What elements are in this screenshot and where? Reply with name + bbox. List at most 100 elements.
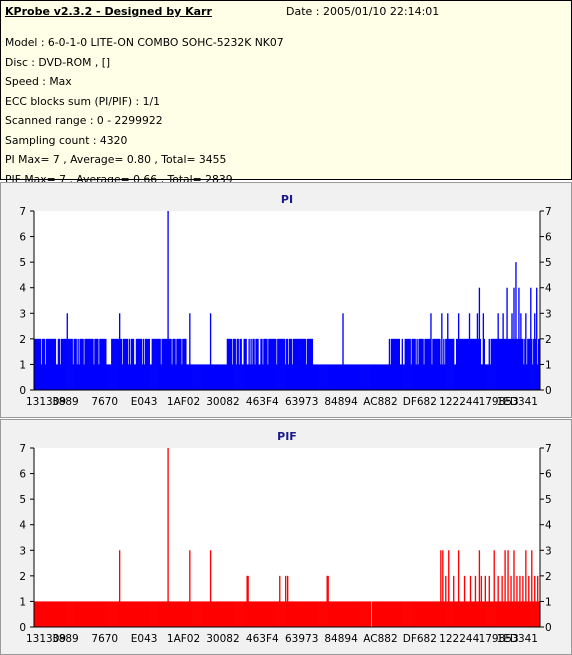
pif-bar xyxy=(58,601,61,627)
pif-bar xyxy=(273,601,275,627)
pif-bar xyxy=(310,601,313,627)
pi-bar xyxy=(326,364,328,390)
pi-x-tick-label: 7670 xyxy=(91,396,118,408)
pi-bar xyxy=(469,338,472,390)
pif-bar xyxy=(107,601,109,627)
pi-y-tick-label: 7 xyxy=(19,206,26,218)
pi-bar xyxy=(147,338,149,390)
pif-bar xyxy=(427,601,429,627)
pi-bar xyxy=(414,338,416,390)
pi-bar xyxy=(341,364,343,390)
pi-bar xyxy=(158,338,160,390)
pif-bar xyxy=(320,601,322,627)
pif-bar xyxy=(102,601,104,627)
pi-bar xyxy=(191,364,193,390)
pi-bar xyxy=(472,338,475,390)
pif-bar xyxy=(297,601,300,627)
pi-bar xyxy=(460,338,463,390)
pi-bar xyxy=(285,364,287,390)
pif-bar xyxy=(395,601,398,627)
pif-bar xyxy=(99,601,101,627)
pi-bar xyxy=(209,313,212,390)
pi-bar xyxy=(444,364,446,390)
pif-bar xyxy=(343,601,345,627)
pi-bar xyxy=(517,338,519,390)
pif-bar xyxy=(382,601,385,627)
pif-bar xyxy=(356,601,358,627)
pi-bar xyxy=(34,338,36,390)
pif-y-tick-label: 4 xyxy=(19,520,26,532)
pi-bar xyxy=(404,338,406,390)
pif-bar xyxy=(142,601,145,627)
pi-bar xyxy=(405,338,407,390)
pif-bar xyxy=(71,601,73,627)
pif-bar xyxy=(372,601,375,627)
pif-bar xyxy=(340,601,342,627)
pi-bar xyxy=(353,364,355,390)
pi-bar xyxy=(219,364,222,390)
pif-bar xyxy=(123,601,126,627)
pi-bar xyxy=(524,338,526,390)
pi-bar xyxy=(114,338,116,390)
pi-bar xyxy=(151,338,153,390)
pif-bar xyxy=(512,601,514,627)
pif-bar xyxy=(151,601,153,627)
pi-bar xyxy=(490,338,492,390)
pi-bar xyxy=(378,364,381,390)
pif-bar xyxy=(256,601,258,627)
pi-bar xyxy=(344,364,346,390)
pi-bar xyxy=(132,338,135,390)
pi-bar xyxy=(256,338,258,390)
pif-bar xyxy=(530,601,532,627)
pif-bar xyxy=(202,601,204,627)
pif-bar xyxy=(344,601,346,627)
pi-bar xyxy=(168,338,170,390)
pi-bar xyxy=(108,364,110,390)
pi-bar xyxy=(73,338,75,390)
pi-bar xyxy=(252,338,254,390)
pif-bar xyxy=(321,601,323,627)
pif-bar xyxy=(507,550,509,627)
pi-bar xyxy=(127,364,130,390)
pif-bar xyxy=(474,575,477,627)
pi-bar xyxy=(71,338,73,390)
pi-bar xyxy=(111,338,113,390)
pi-bar xyxy=(362,364,364,390)
pif-bar xyxy=(203,601,206,627)
pif-bar xyxy=(215,601,218,627)
pif-bar xyxy=(75,601,77,627)
pif-bar xyxy=(95,601,97,627)
pif-bar xyxy=(230,601,233,627)
pif-bar xyxy=(257,601,259,627)
pif-bar xyxy=(233,601,235,627)
pi-bar xyxy=(424,338,426,390)
pif-bar xyxy=(301,601,304,627)
pif-bar xyxy=(299,601,302,627)
pif-bar xyxy=(308,601,311,627)
pi-bar xyxy=(386,364,389,390)
pif-bar xyxy=(86,601,88,627)
pif-bar xyxy=(238,601,240,627)
pi-bar xyxy=(535,338,537,390)
pif-bar xyxy=(335,601,337,627)
pi-bar xyxy=(303,338,306,390)
pi-bar xyxy=(101,338,103,390)
pi-bar xyxy=(447,313,449,390)
pif-bar xyxy=(451,601,453,627)
pif-bar xyxy=(432,601,434,627)
pif-bar xyxy=(156,601,158,627)
pif-bar xyxy=(442,550,444,627)
pi-bar xyxy=(321,364,323,390)
pi-bar xyxy=(526,364,528,390)
pi-bar xyxy=(496,338,498,390)
pif-x-tick-label: 463F4 xyxy=(246,633,279,645)
pi-bar xyxy=(110,364,112,390)
pif-bar xyxy=(367,601,369,627)
pif-bar xyxy=(439,601,441,627)
model-line: Model : 6-0-1-0 LITE-ON COMBO SOHC-5232K… xyxy=(5,36,284,49)
pi-bar xyxy=(166,338,168,390)
pif-bar xyxy=(413,601,415,627)
pi-bar xyxy=(131,338,134,390)
pif-bar xyxy=(279,575,281,627)
